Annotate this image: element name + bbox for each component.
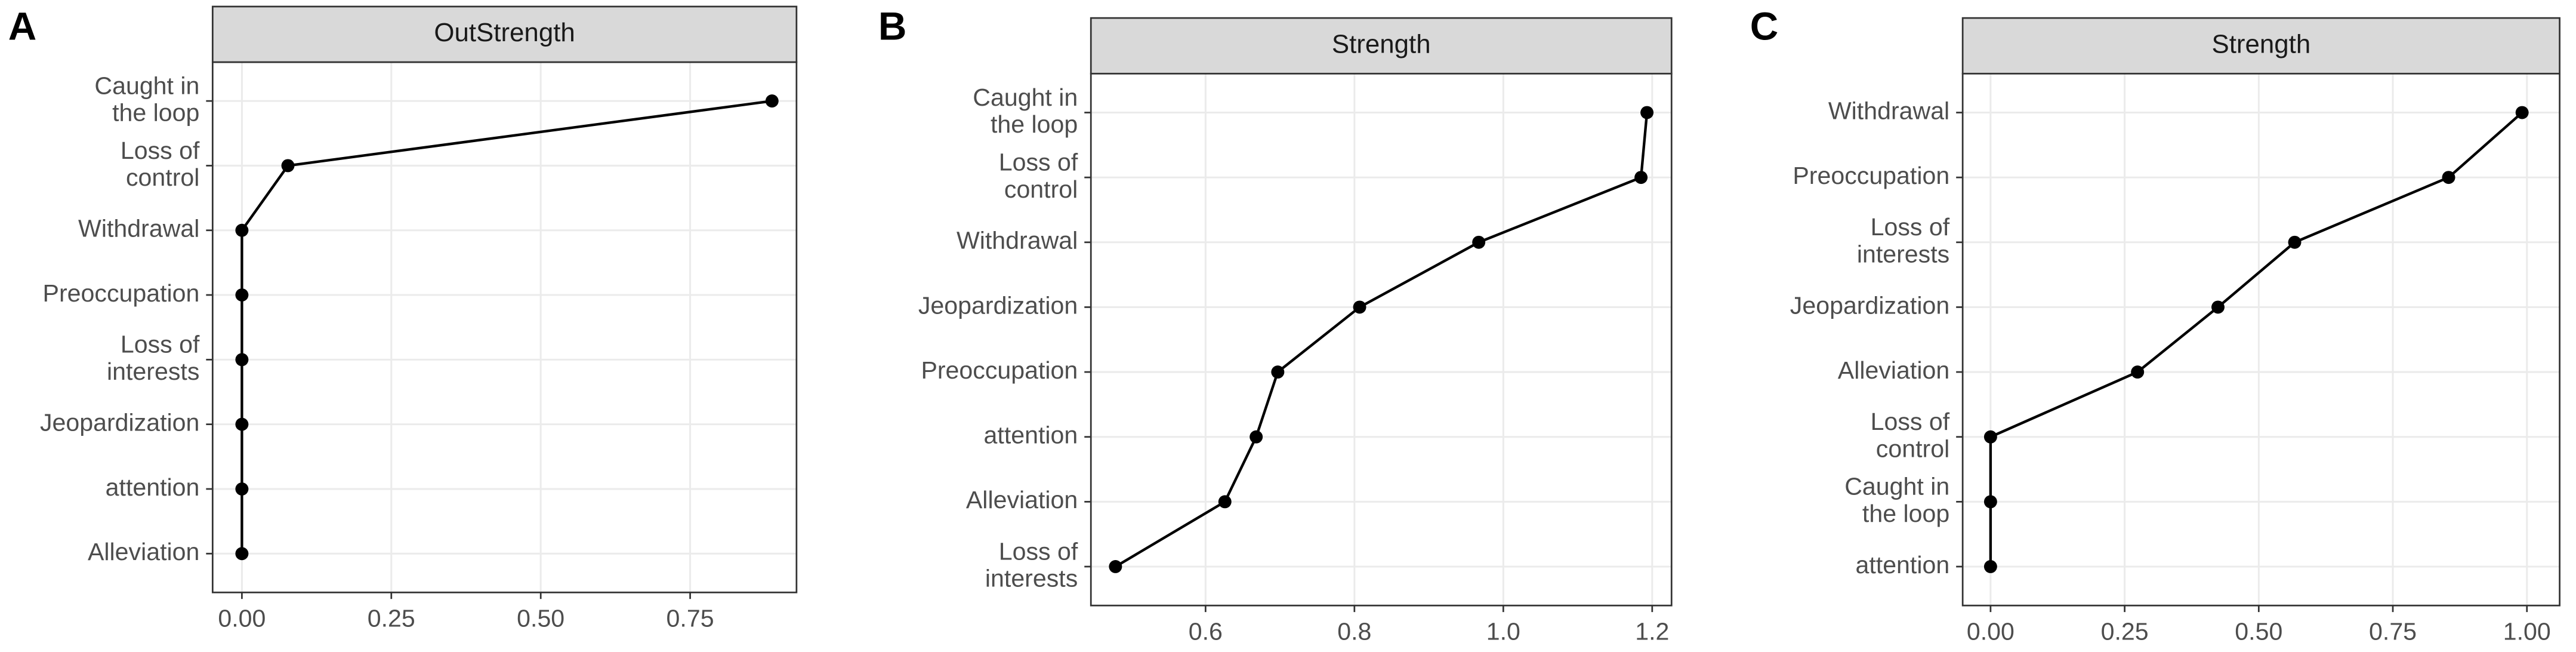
y-tick-label: Withdrawal xyxy=(957,227,1078,254)
y-tick-label: Alleviation xyxy=(1838,356,1949,384)
x-tick-label: 1.0 xyxy=(1486,618,1520,645)
y-tick-label: Loss of interests xyxy=(1857,213,1950,267)
plot-border xyxy=(211,61,798,593)
strip xyxy=(211,5,798,63)
y-tick-label: Alleviation xyxy=(966,486,1078,513)
x-tick-label: 0.50 xyxy=(2235,618,2282,645)
y-tick-label: attention xyxy=(984,422,1078,449)
x-tick-label: 1.00 xyxy=(2503,618,2551,645)
point xyxy=(1109,560,1122,573)
x-tick-label: 0.50 xyxy=(517,605,564,632)
y-tick-label: Withdrawal xyxy=(78,215,199,242)
panel-letter: B xyxy=(878,4,906,48)
x-tick-label: 0.00 xyxy=(218,605,266,632)
point xyxy=(235,547,249,561)
point xyxy=(281,159,295,173)
point xyxy=(1218,495,1232,509)
point xyxy=(1472,235,1486,249)
point xyxy=(235,482,249,496)
y-tick-label: Withdrawal xyxy=(1828,97,1949,124)
x-tick-label: 1.2 xyxy=(1635,618,1669,645)
y-tick-label: Jeopardization xyxy=(918,291,1078,319)
y-tick-label: Preoccupation xyxy=(921,356,1078,384)
point xyxy=(2131,365,2145,379)
plot-background xyxy=(1091,73,1672,606)
plot-border xyxy=(1090,72,1673,607)
x-tick-label: 0.75 xyxy=(667,605,714,632)
x-tick-label: 0.75 xyxy=(2369,618,2417,645)
y-tick-label: Jeopardization xyxy=(1790,291,1949,319)
strip-title: Strength xyxy=(2211,29,2310,59)
x-tick-label: 0.6 xyxy=(1189,618,1223,645)
point xyxy=(235,417,249,431)
plot-border xyxy=(1961,72,2560,607)
y-tick-label: Preoccupation xyxy=(1793,162,1949,189)
strip-title: Strength xyxy=(1332,29,1431,59)
x-tick-label: 0.25 xyxy=(368,605,415,632)
y-tick-label: Loss of interests xyxy=(985,537,1078,592)
point xyxy=(235,288,249,302)
plot-background xyxy=(212,62,797,593)
point xyxy=(1353,300,1366,314)
point xyxy=(1271,365,1285,379)
x-tick-label: 0.00 xyxy=(1967,618,2014,645)
point xyxy=(235,223,249,237)
panel-letter: A xyxy=(8,4,37,48)
strip xyxy=(1090,17,1673,75)
y-tick-label: Loss of interests xyxy=(107,331,200,385)
point xyxy=(235,353,249,367)
panel-letter: C xyxy=(1750,4,1779,48)
y-tick-label: Preoccupation xyxy=(43,279,200,307)
point xyxy=(2515,106,2529,119)
y-tick-label: Loss of control xyxy=(1871,408,1950,462)
y-tick-label: Alleviation xyxy=(88,538,199,565)
strip-title: OutStrength xyxy=(434,18,575,47)
point xyxy=(2442,171,2455,184)
y-tick-label: attention xyxy=(1855,551,1949,579)
point xyxy=(1983,560,1997,573)
point xyxy=(1634,171,1648,184)
y-tick-label: Jeopardization xyxy=(40,409,199,436)
strip xyxy=(1961,17,2560,75)
line xyxy=(1989,111,2523,567)
point xyxy=(2211,300,2225,314)
x-tick-label: 0.25 xyxy=(2101,618,2149,645)
y-tick-label: Caught in the loop xyxy=(973,84,1078,138)
x-tick-label: 0.8 xyxy=(1337,618,1371,645)
y-tick-label: Loss of control xyxy=(121,137,200,191)
point xyxy=(1983,495,1997,509)
y-tick-label: Loss of control xyxy=(999,148,1078,202)
line xyxy=(240,99,773,554)
point xyxy=(1983,430,1997,444)
y-tick-label: Caught in the loop xyxy=(94,72,199,126)
y-tick-label: attention xyxy=(106,473,200,501)
plot-background xyxy=(1963,73,2560,606)
point xyxy=(2288,235,2302,249)
y-tick-label: Caught in the loop xyxy=(1844,473,1949,527)
point xyxy=(1250,430,1263,444)
line xyxy=(1115,112,1649,568)
point xyxy=(1640,106,1654,119)
point xyxy=(765,94,779,108)
